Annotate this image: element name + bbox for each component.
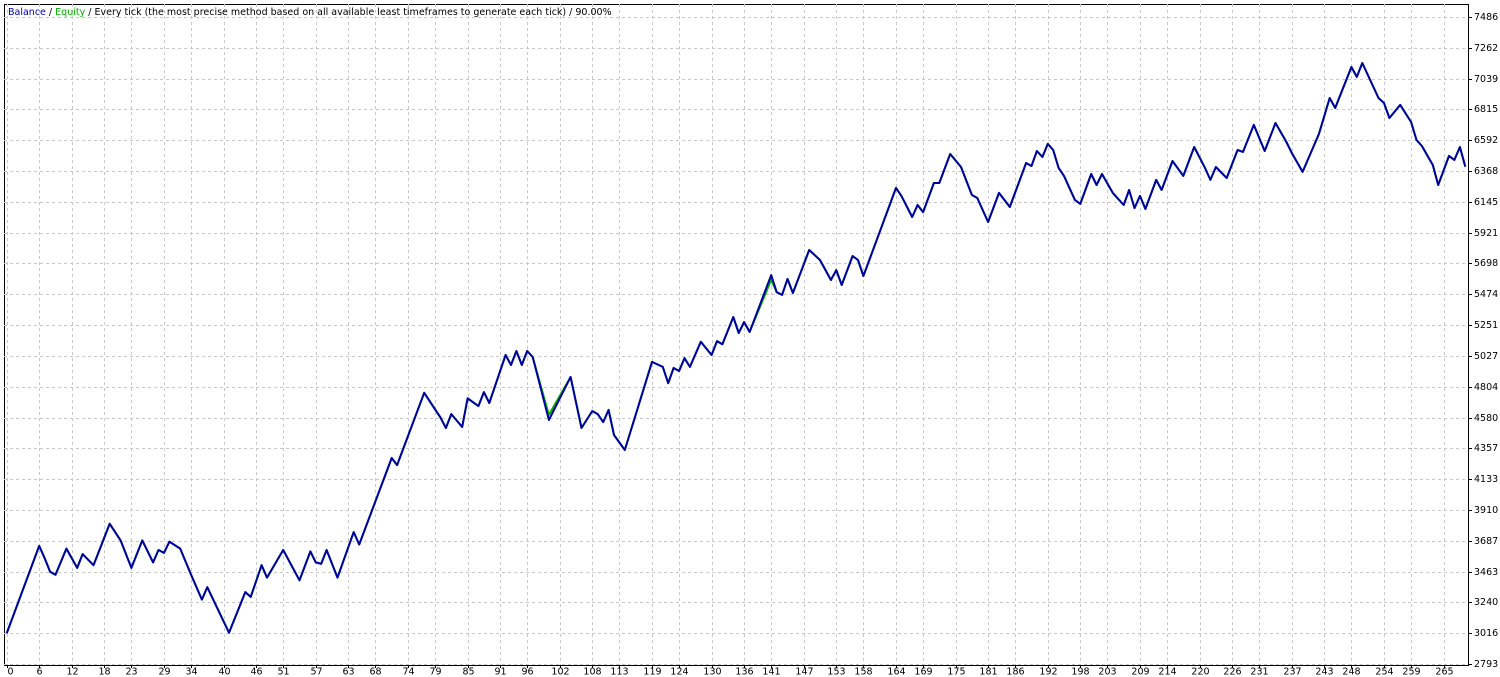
x-tick-label: 124 bbox=[670, 667, 688, 677]
y-tick-label: 7486 bbox=[1474, 12, 1498, 23]
legend: Balance / Equity / Every tick (the most … bbox=[8, 7, 612, 18]
y-tick-label: 5921 bbox=[1474, 228, 1498, 239]
x-tick-label: 220 bbox=[1191, 667, 1209, 677]
y-tick-label: 3687 bbox=[1474, 536, 1498, 547]
x-tick-label: 63 bbox=[342, 667, 354, 677]
x-tick-label: 164 bbox=[887, 667, 905, 677]
y-tick-label: 6145 bbox=[1474, 197, 1498, 208]
x-tick-label: 91 bbox=[494, 667, 506, 677]
legend-separator: / bbox=[88, 7, 92, 18]
x-tick-label: 23 bbox=[125, 667, 137, 677]
y-tick-label: 3463 bbox=[1474, 567, 1498, 578]
x-tick-label: 265 bbox=[1435, 667, 1453, 677]
x-tick-label: 214 bbox=[1158, 667, 1176, 677]
y-tick-label: 7262 bbox=[1474, 43, 1498, 54]
x-tick-label: 226 bbox=[1223, 667, 1241, 677]
y-tick-label: 2793 bbox=[1474, 659, 1498, 670]
x-tick-label: 74 bbox=[402, 667, 414, 677]
x-tick-label: 203 bbox=[1098, 667, 1116, 677]
y-tick-label: 4580 bbox=[1474, 413, 1498, 424]
y-tick-label: 4804 bbox=[1474, 382, 1498, 393]
plot-frame bbox=[4, 4, 1469, 666]
y-tick-label: 3240 bbox=[1474, 597, 1498, 608]
x-tick-label: 169 bbox=[914, 667, 932, 677]
y-tick-label: 5251 bbox=[1474, 320, 1498, 331]
x-tick-label: 147 bbox=[795, 667, 813, 677]
x-tick-label: 141 bbox=[762, 667, 780, 677]
y-tick-label: 5698 bbox=[1474, 258, 1498, 269]
x-tick-label: 79 bbox=[429, 667, 441, 677]
x-tick-label: 231 bbox=[1250, 667, 1268, 677]
x-tick-label: 68 bbox=[369, 667, 381, 677]
legend-equity: Equity bbox=[55, 7, 85, 18]
x-tick-label: 102 bbox=[551, 667, 569, 677]
y-tick-label: 5474 bbox=[1474, 289, 1498, 300]
x-tick-label: 259 bbox=[1402, 667, 1420, 677]
x-tick-label: 209 bbox=[1131, 667, 1149, 677]
y-tick-label: 4133 bbox=[1474, 474, 1498, 485]
legend-balance: Balance bbox=[8, 7, 46, 18]
x-tick-label: 6 bbox=[36, 667, 42, 677]
x-tick-label: 136 bbox=[735, 667, 753, 677]
x-tick-label: 40 bbox=[218, 667, 230, 677]
y-tick-label: 5027 bbox=[1474, 351, 1498, 362]
x-tick-label: 158 bbox=[854, 667, 872, 677]
x-tick-label: 181 bbox=[979, 667, 997, 677]
x-tick-label: 243 bbox=[1315, 667, 1333, 677]
x-tick-label: 57 bbox=[310, 667, 322, 677]
x-tick-label: 46 bbox=[250, 667, 262, 677]
x-tick-label: 85 bbox=[462, 667, 474, 677]
y-tick-label: 3016 bbox=[1474, 628, 1498, 639]
x-tick-label: 237 bbox=[1283, 667, 1301, 677]
x-tick-label: 119 bbox=[643, 667, 661, 677]
y-tick-label: 6368 bbox=[1474, 166, 1498, 177]
y-tick-label: 7039 bbox=[1474, 74, 1498, 85]
x-tick-label: 0 bbox=[8, 667, 14, 677]
x-tick-label: 108 bbox=[583, 667, 601, 677]
x-tick-label: 12 bbox=[66, 667, 78, 677]
x-tick-label: 254 bbox=[1375, 667, 1393, 677]
x-tick-label: 248 bbox=[1342, 667, 1360, 677]
x-tick-label: 29 bbox=[158, 667, 170, 677]
x-tick-label: 186 bbox=[1006, 667, 1024, 677]
x-tick-label: 175 bbox=[947, 667, 965, 677]
series-line bbox=[5, 62, 1467, 634]
x-tick-label: 130 bbox=[703, 667, 721, 677]
x-tick-label: 96 bbox=[521, 667, 533, 677]
y-tick-label: 6592 bbox=[1474, 135, 1498, 146]
legend-separator: / bbox=[49, 7, 53, 18]
y-tick-label: 4357 bbox=[1474, 443, 1498, 454]
x-tick-label: 18 bbox=[98, 667, 110, 677]
grid bbox=[4, 4, 1468, 665]
chart-title: Every tick (the most precise method base… bbox=[94, 7, 611, 18]
x-tick-label: 34 bbox=[185, 667, 197, 677]
y-tick-label: 3910 bbox=[1474, 505, 1498, 516]
x-tick-label: 153 bbox=[827, 667, 845, 677]
y-tick-label: 6815 bbox=[1474, 104, 1498, 115]
x-tick-label: 113 bbox=[610, 667, 628, 677]
lines bbox=[5, 62, 1467, 634]
x-tick-label: 198 bbox=[1071, 667, 1089, 677]
x-tick-label: 192 bbox=[1039, 667, 1057, 677]
x-tick-label: 51 bbox=[277, 667, 289, 677]
